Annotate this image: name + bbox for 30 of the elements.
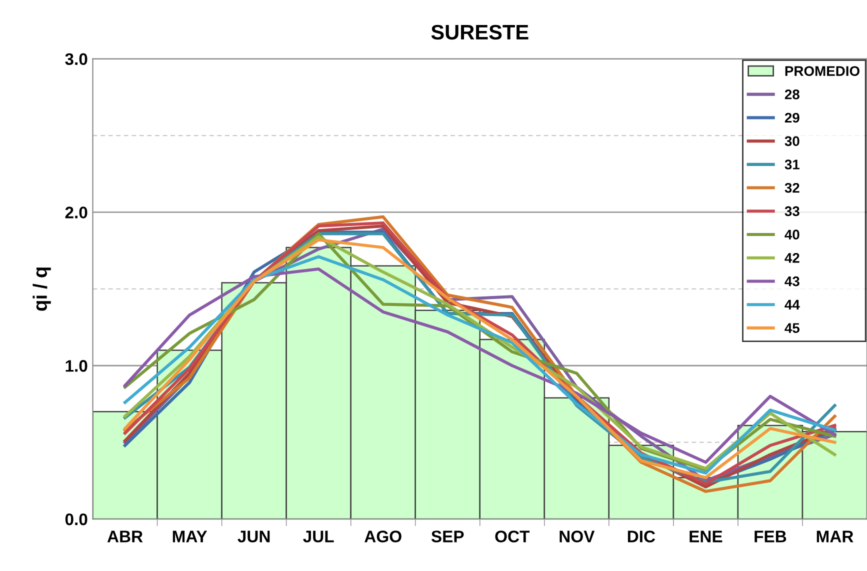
x-tick-label: AGO <box>364 530 402 542</box>
x-tick-label: SEP <box>431 530 464 542</box>
legend-label: 29 <box>784 112 800 123</box>
x-tick-label: DIC <box>628 530 656 542</box>
legend-label: 43 <box>784 276 800 286</box>
legend-label: 40 <box>784 230 800 240</box>
x-tick-label: JUN <box>238 530 270 542</box>
y-axis-title: qi / q <box>32 268 51 311</box>
legend-label: 42 <box>784 253 800 263</box>
x-tick-label: OCT <box>495 530 530 542</box>
y-tick-label: 3.0 <box>65 53 88 66</box>
legend-label: 30 <box>784 136 800 146</box>
legend-label: 45 <box>784 323 800 333</box>
legend-label: 28 <box>784 89 800 100</box>
legend-label: 32 <box>784 182 800 193</box>
y-tick-label: 0.0 <box>65 513 88 526</box>
legend-label: PROMEDIO <box>785 66 860 76</box>
legend-label: 31 <box>784 160 800 170</box>
x-tick-label: MAY <box>172 530 208 542</box>
x-tick-label: NOV <box>560 530 595 542</box>
chart-title: SURESTE <box>431 24 528 40</box>
legend-label: 44 <box>784 300 800 310</box>
y-tick-label: 2.0 <box>65 206 88 218</box>
x-tick-label: FEB <box>754 530 786 542</box>
legend-label: 33 <box>784 206 800 216</box>
x-tick-label: MAR <box>816 530 854 542</box>
x-tick-label: JUL <box>303 530 334 542</box>
x-tick-label: ABR <box>107 530 143 542</box>
y-tick-label: 1.0 <box>66 360 88 372</box>
x-tick-label: ENE <box>690 530 722 542</box>
